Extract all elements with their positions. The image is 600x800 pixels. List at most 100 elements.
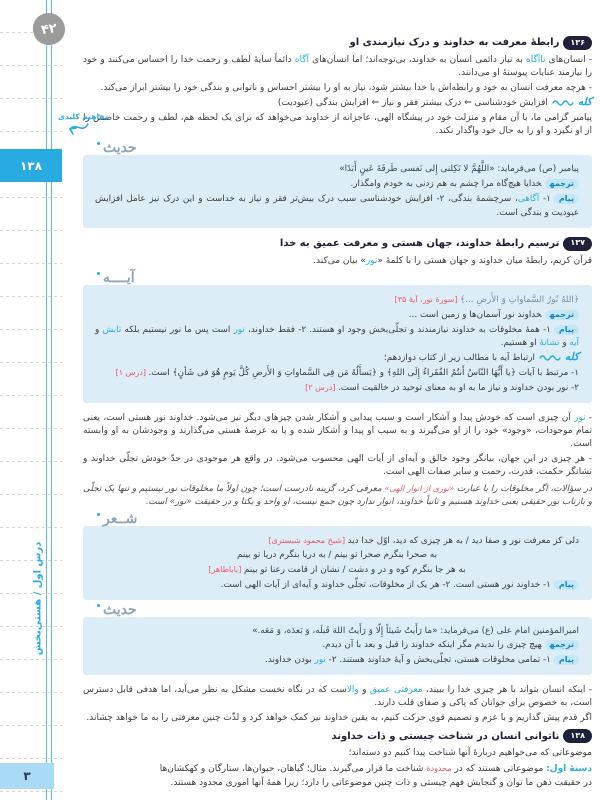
text-run: ، سرچشمهٔ بندگی، ۲- افزایش خودشناسی سبب … [95,194,579,218]
lesson-reference: [درس ۱] [115,368,149,378]
text-run: آن چیزی است که خودش پیدا و آشکار است و س… [83,412,592,450]
paragraph: - هر چیزی در این جهان، بیانگر وجود خالق … [83,453,592,478]
highlight-term: نور [574,412,586,423]
text-run: و [358,685,370,696]
text-run: - [585,412,592,423]
text-run: است پس ما نور نیستیم بلکه [121,324,234,335]
section-number-badge: ۱۳۸ [563,729,592,744]
highlight-term: آگاه [294,55,310,65]
lesson-title-label: درس اول / هستی‌بخش [32,541,44,656]
ayah-section: آیــــه ﴿اللهُ نُورُ السَّماواتِ وَ الأَ… [83,271,592,403]
highlight-term: نور [314,655,326,666]
kolleh-marker: کله [577,96,592,109]
highlight-term: محدودهٔ [426,763,452,773]
hadith-box: امیرالمؤمنین امام علی (ع) می‌فرماید: «ما… [83,616,592,676]
hadith-calligraphy-title: حدیث [97,141,137,155]
poem-line: به صحرا بنگرم صحرا تو بینم / به دریا بنگ… [236,550,438,561]
text-run: ۱- خداوند نور هستی است. ۲- هر یک از مخلو… [220,579,551,590]
ayah-calligraphy-title: آیــــه [97,271,135,285]
text-run: ۱- همهٔ مخلوقات به خداوند نیازمندند و تج… [244,324,551,335]
highlight-term: نور [233,324,245,335]
translation-line: ترجمهخداوند نور آسمان‌ها و زمین است ... [95,308,579,323]
highlight-term: تابش [102,324,122,335]
text-run: و [95,324,103,335]
category-label: دستهٔ اول: [546,763,592,774]
highlight-term: ناآگاه [526,55,546,65]
text-run: ارتباط آیه با مطالب زیر از کتاب دوازدهم؛ [383,353,535,364]
paragraph: موضوعاتی که می‌خواهیم دربارهٔ آنها شناخت… [348,748,592,759]
section-heading-137: ۱۳۷ ترسیم رابطهٔ خداوند، جهان هستی و معر… [83,236,592,251]
paragraph: - اینکه انسان بتواند با هر چیزی خدا را ب… [83,684,592,711]
paragraph: پیامبر گرامی ما، با آن مقام و منزلت خود … [83,112,592,137]
text-run: شناخت ما قرار می‌گیرند. مثال؛ گیاهان، حی… [159,763,427,774]
highlight-term: آگاهی [517,194,540,205]
translation-label: ترجمه [544,309,579,320]
hadith-text: امیرالمؤمنین امام علی (ع) می‌فرماید: «ما… [252,625,579,636]
highlight-term: نور [365,255,378,266]
message-line: پیام۱- آگاهی، سرچشمهٔ بندگی، ۲- افزایش خ… [95,192,579,221]
text-run: دائماً سایهٔ لطف و رحمت خدا را احساس می‌… [83,55,592,79]
text-run: قرآن کریم، رابطهٔ میان خداوند و جهان هست… [377,255,592,266]
paragraph: - هرچه معرفت انسان به خود و رابطه‌اش با … [100,82,592,93]
text-run: و [559,338,570,349]
text-run: خدایا هیچ‌گاه مرا چشم به هم زدنی به خودم… [350,179,542,190]
section-title: رابطهٔ معرفت به خداوند و درک نیازمندی او [349,37,560,49]
poet-attribution: [باباطاهر] [208,565,244,575]
text-run: افزایش خودشناسی ⇐ درک بیشتر فقر و نیاز ⇐… [277,98,548,109]
highlight-term: والا [346,685,359,696]
text-run: - انسان‌های [545,55,593,65]
section-number-badge: ۱۳۶ [563,36,592,50]
hadith-section: حدیث امیرالمؤمنین امام علی (ع) می‌فرماید… [83,602,592,676]
note-line: کله افزایش خودشناسی ⇐ درک بیشتر فقر و نیا… [83,96,592,110]
section-heading-138: ۱۳۸ ناتوانی انسان در شناخت چیستی و ذات خ… [83,729,592,744]
text-run: خداوند نور آسمان‌ها و زمین است ... [408,309,542,320]
paragraph: اگر قدم پیش گذاریم و با عزم و تصمیم قوی … [86,712,592,723]
hadith-box: پیامبر (ص) می‌فرماید: «اللَّهُمَّ لا تَک… [83,155,592,228]
message-line: پیام۱- تمامی مخلوقات هستی، تجلّی‌بخش و آ… [95,653,579,668]
poet-attribution: [شیخ محمود شبستری] [268,536,348,546]
message-label: پیام [553,655,579,666]
ayah-box: ﴿اللهُ نُورُ السَّماواتِ وَ الأَرضِ ...﴾… [83,285,592,403]
wave-line-icon [552,100,574,106]
text-run: » بیان می‌کند. [313,255,366,266]
paragraph: - نور آن چیزی است که خودش پیدا و آشکار ا… [83,412,592,452]
message-line: پیام۱- همهٔ مخلوقات به خداوند نیازمندند … [95,323,579,352]
poem-line: دلی کز معرفت نور و صفا دید / به هر چیزی … [95,534,579,549]
kolleh-marker: کله [564,351,579,364]
ruled-lines [0,0,62,800]
verse-line: ﴿اللهُ نُورُ السَّماواتِ وَ الأَرضِ ...﴾… [95,293,579,308]
translation-line: ترجمهخدایا هیچ‌گاه مرا چشم به هم زدنی به… [95,177,579,192]
advisory-note: در سؤالات، اگر مخلوقات را با عبارت «نوری… [83,482,592,510]
text-run: ۱- مرتبط با آیات ﴿یا أَیُّهَا النّاسُ أَ… [148,368,579,379]
text-run: هیچ چیزی را ندیدم مگر اینکه خداوند را قب… [322,640,542,651]
text-run: به هر جا بنگرم کوه و در و دشت / نشان از … [243,565,466,576]
paragraph: قرآن کریم، رابطهٔ میان خداوند و جهان هست… [83,255,592,268]
page-number-badge: ۳ [0,763,54,789]
section-number-badge: ۱۳۷ [563,236,592,251]
translation-line: ترجمههیچ چیزی را ندیدم مگر اینکه خداوند … [95,638,579,653]
key-concepts-label: مفاهیم کلیدی [58,112,110,121]
message-label: پیام [553,194,579,205]
text-run: در سؤالات، اگر مخلوقات را با عبارت [454,483,593,494]
poem-section: شــعر دلی کز معرفت نور و صفا دید / به هر… [83,512,592,600]
lesson-reference: [درس ۲] [305,382,338,392]
section-title: ناتوانی انسان در شناخت چیستی و ذات خداون… [331,730,560,742]
poem-box: دلی کز معرفت نور و صفا دید / به هر چیزی … [83,526,592,600]
text-run: ۱- [539,194,551,205]
message-label: پیام [553,579,579,590]
text-run: ۱- تمامی مخلوقات هستی، تجلّی‌بخش و آیهٔ … [325,655,551,666]
hadith-calligraphy-title: حدیث [97,602,137,617]
section-title: ترسیم رابطهٔ خداوند، جهان هستی و معرفت ع… [279,237,560,249]
translation-label: ترجمه [544,640,579,651]
notebook-binding-line [46,0,52,800]
paragraph: دستهٔ اول: موضوعاتی هستند که در محدودهٔ … [83,762,592,776]
translation-label: ترجمه [544,179,579,190]
text-run: بودن خداوند. [265,655,315,666]
text-run: به نیاز دائمی انسان به خداوند، بی‌توجه‌ا… [309,55,527,65]
related-item: ۱- مرتبط با آیات ﴿یا أَیُّهَا النّاسُ أَ… [95,366,579,381]
text-run: ۲- نور بودن خداوند و نیاز ما به او به مع… [337,382,579,393]
wave-line-icon [539,355,561,361]
hadith-text: پیامبر (ص) می‌فرماید: «اللَّهُمَّ لا تَک… [339,164,579,175]
hadith-section: حدیث پیامبر (ص) می‌فرماید: «اللَّهُمَّ ل… [83,141,592,228]
